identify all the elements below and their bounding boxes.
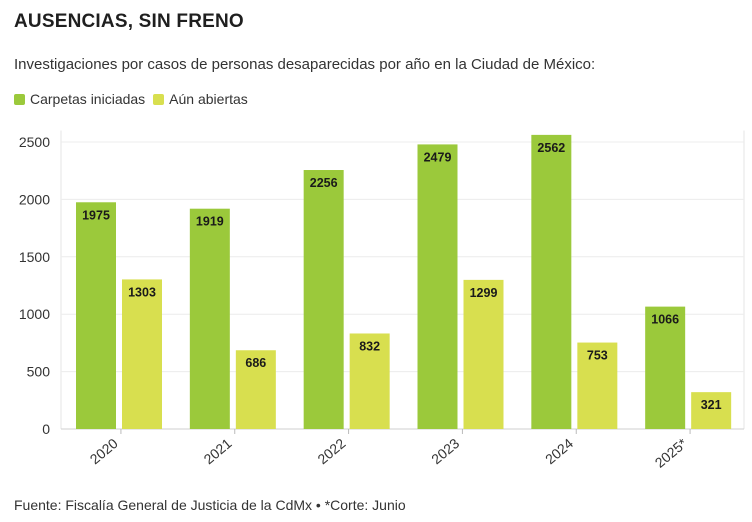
bar-abiertas [691, 392, 732, 429]
legend: Carpetas iniciadas Aún abiertas [14, 91, 248, 107]
data-label: 2256 [310, 176, 338, 190]
data-label: 2479 [424, 150, 452, 164]
data-label: 1066 [651, 313, 679, 327]
x-tick-label: 2024 [542, 435, 576, 467]
y-tick-label: 2000 [19, 191, 50, 207]
y-tick-label: 1500 [19, 249, 50, 265]
bar-abiertas [349, 333, 390, 429]
y-tick-label: 0 [42, 421, 50, 437]
x-tick-label: 2023 [428, 435, 462, 467]
legend-item-abiertas: Aún abiertas [153, 91, 248, 107]
x-tick-label: 2020 [87, 435, 121, 467]
legend-label-abiertas: Aún abiertas [169, 91, 248, 107]
x-tick-label: 2022 [314, 435, 348, 467]
bar-abiertas [122, 279, 162, 429]
bar-carpetas [417, 144, 458, 429]
data-label: 1299 [470, 286, 498, 300]
data-label: 2562 [537, 141, 565, 155]
source-note: Fuente: Fiscalía General de Justicia de … [14, 497, 406, 513]
y-tick-label: 1000 [19, 306, 50, 322]
x-tick-label: 2025* [652, 435, 691, 471]
data-label: 1303 [128, 285, 156, 299]
legend-swatch-carpetas [14, 93, 25, 105]
data-label: 1975 [82, 208, 110, 222]
bar-carpetas [531, 134, 572, 430]
data-label: 832 [359, 339, 380, 353]
bar-carpetas [303, 170, 344, 429]
bar-carpetas [645, 306, 686, 429]
y-tick-label: 2500 [19, 134, 50, 150]
legend-swatch-abiertas [153, 93, 165, 105]
bar-carpetas [76, 202, 116, 429]
bar-abiertas [577, 342, 618, 429]
legend-item-carpetas: Carpetas iniciadas [14, 91, 145, 107]
y-tick-label: 500 [27, 364, 51, 380]
bar-abiertas [235, 350, 276, 429]
chart-subtitle: Investigaciones por casos de personas de… [14, 56, 596, 73]
data-label: 753 [587, 349, 608, 363]
data-label: 1919 [196, 215, 224, 229]
x-tick-label: 2021 [201, 435, 235, 467]
data-label: 321 [701, 398, 722, 412]
data-label: 686 [245, 356, 266, 370]
bar-carpetas [189, 208, 230, 429]
chart-title: AUSENCIAS, SIN FRENO [14, 11, 244, 32]
bar-abiertas [463, 279, 504, 429]
legend-label-carpetas: Carpetas iniciadas [30, 91, 146, 107]
